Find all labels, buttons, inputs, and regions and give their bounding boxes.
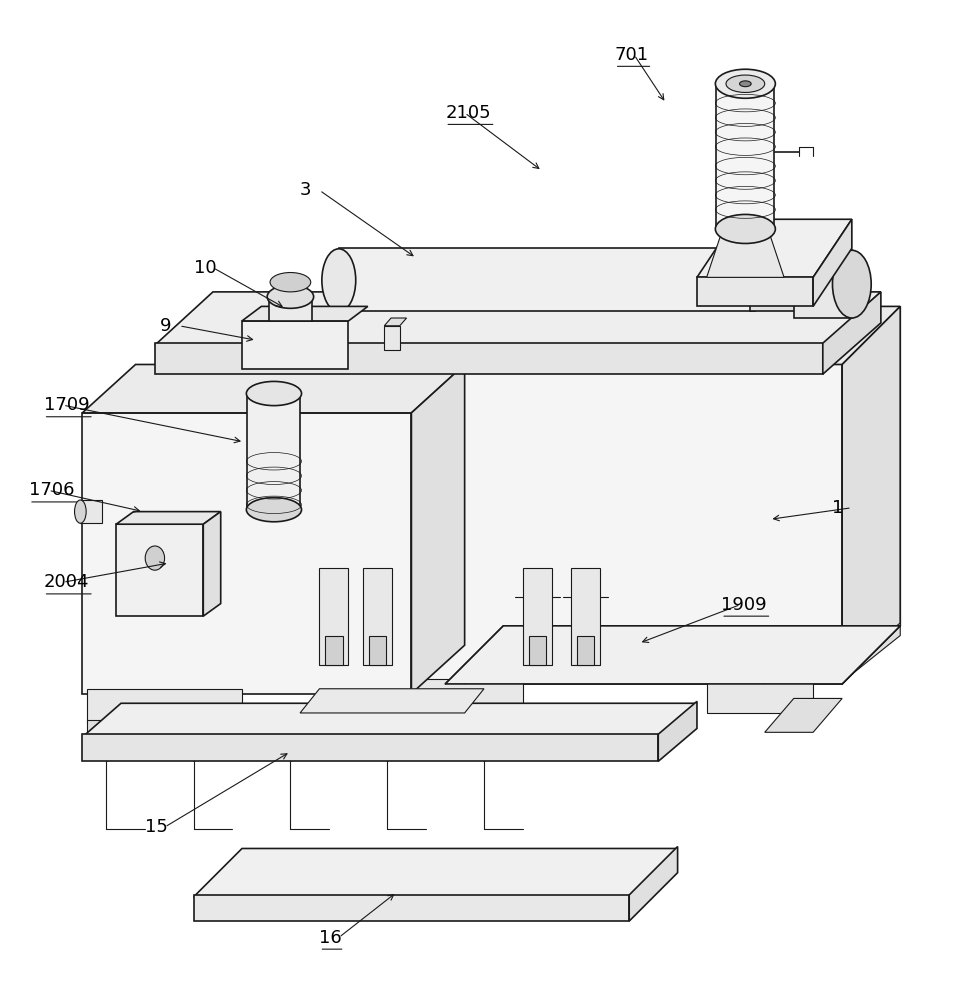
Polygon shape <box>242 321 348 369</box>
Ellipse shape <box>246 381 302 406</box>
Polygon shape <box>852 623 900 674</box>
Ellipse shape <box>246 498 302 522</box>
Text: 701: 701 <box>615 46 649 64</box>
Polygon shape <box>194 848 678 897</box>
Polygon shape <box>407 306 900 364</box>
Polygon shape <box>363 568 392 665</box>
Polygon shape <box>269 297 312 321</box>
Polygon shape <box>82 703 697 737</box>
Polygon shape <box>750 248 803 311</box>
Text: 10: 10 <box>194 259 216 277</box>
Polygon shape <box>416 679 523 713</box>
Polygon shape <box>823 292 881 374</box>
Polygon shape <box>658 701 697 761</box>
Polygon shape <box>369 636 386 665</box>
Text: 1706: 1706 <box>29 481 75 499</box>
Polygon shape <box>247 394 300 510</box>
Polygon shape <box>697 277 813 306</box>
Text: 16: 16 <box>319 929 343 947</box>
Polygon shape <box>445 626 900 684</box>
Polygon shape <box>707 679 813 713</box>
Ellipse shape <box>267 285 314 308</box>
Polygon shape <box>82 413 411 694</box>
Ellipse shape <box>740 81 751 87</box>
Polygon shape <box>203 512 221 616</box>
Polygon shape <box>416 710 436 732</box>
Polygon shape <box>707 219 784 277</box>
Text: 2004: 2004 <box>44 573 89 591</box>
Polygon shape <box>339 248 755 311</box>
Polygon shape <box>407 364 842 684</box>
Polygon shape <box>82 734 658 761</box>
Polygon shape <box>87 720 106 742</box>
Ellipse shape <box>832 250 871 318</box>
Text: 1: 1 <box>832 499 844 517</box>
Polygon shape <box>629 847 678 921</box>
Polygon shape <box>242 306 368 321</box>
Polygon shape <box>571 568 600 665</box>
Polygon shape <box>155 292 881 345</box>
Polygon shape <box>384 326 400 350</box>
Polygon shape <box>116 512 221 524</box>
Ellipse shape <box>321 249 355 312</box>
Polygon shape <box>523 568 552 665</box>
Polygon shape <box>697 219 852 277</box>
Polygon shape <box>813 219 852 306</box>
Polygon shape <box>577 636 594 665</box>
Polygon shape <box>494 710 523 732</box>
Polygon shape <box>194 895 629 921</box>
Polygon shape <box>155 343 823 374</box>
Polygon shape <box>384 318 407 326</box>
Ellipse shape <box>726 75 765 92</box>
Polygon shape <box>765 698 842 732</box>
Ellipse shape <box>75 500 86 523</box>
Ellipse shape <box>145 546 165 570</box>
Polygon shape <box>716 84 774 229</box>
Polygon shape <box>319 568 348 665</box>
Text: 2105: 2105 <box>445 104 491 122</box>
Text: 1909: 1909 <box>721 596 767 614</box>
Text: 15: 15 <box>145 818 168 836</box>
Polygon shape <box>82 364 465 413</box>
Polygon shape <box>87 689 242 723</box>
Polygon shape <box>325 636 343 665</box>
Ellipse shape <box>715 69 775 98</box>
Text: 3: 3 <box>300 181 312 199</box>
Polygon shape <box>116 524 203 616</box>
Text: 9: 9 <box>160 317 171 335</box>
Polygon shape <box>842 306 900 684</box>
Polygon shape <box>794 250 852 318</box>
Ellipse shape <box>270 273 311 292</box>
Polygon shape <box>218 720 242 742</box>
Polygon shape <box>300 689 484 713</box>
Text: 1709: 1709 <box>44 396 89 414</box>
Polygon shape <box>80 500 102 523</box>
Ellipse shape <box>715 214 775 243</box>
Polygon shape <box>529 636 546 665</box>
Polygon shape <box>411 364 465 694</box>
